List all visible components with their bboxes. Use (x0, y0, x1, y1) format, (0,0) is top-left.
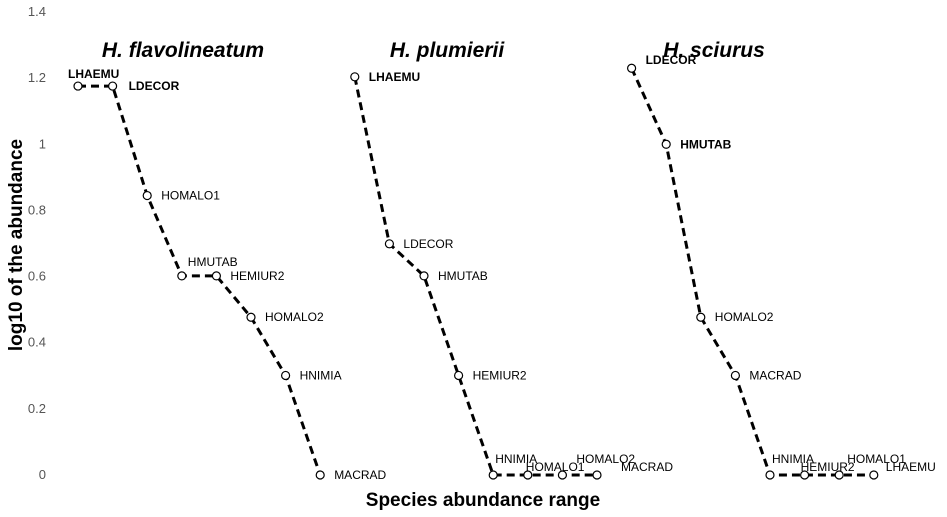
data-point (592, 470, 602, 480)
data-label: LHAEMU (369, 70, 420, 84)
data-label: MACRAD (621, 460, 673, 474)
data-point (557, 470, 568, 480)
data-point (246, 312, 256, 322)
data-point (315, 470, 325, 480)
data-point (661, 139, 671, 149)
data-label: HOMALO2 (576, 452, 635, 466)
data-point (488, 470, 498, 480)
data-point (834, 470, 844, 480)
data-label: LDECOR (646, 53, 697, 67)
data-label: HEMIUR2 (801, 460, 855, 474)
data-label: HEMIUR2 (473, 368, 527, 382)
data-label: HMUTAB (188, 255, 238, 269)
y-axis-ticks: 0 0.2 0.4 0.6 0.8 1 1.2 1.4 (28, 4, 46, 482)
y-tick-label: 1.2 (28, 70, 46, 85)
y-tick-label: 0.6 (28, 269, 46, 284)
data-point (107, 81, 118, 91)
data-label: HEMIUR2 (230, 269, 284, 283)
series-title: H. plumierii (390, 39, 506, 62)
data-label: HNIMIA (300, 368, 342, 382)
data-point (869, 470, 879, 480)
data-label: LDECOR (129, 79, 180, 93)
data-label: HMUTAB (438, 269, 488, 283)
data-label: LDECOR (403, 237, 453, 251)
data-point (454, 370, 464, 381)
data-point (384, 239, 394, 249)
data-label: HOMALO1 (847, 452, 906, 466)
data-point (142, 190, 152, 201)
data-label: LHAEMU (886, 460, 936, 474)
data-point (730, 370, 741, 381)
series-title: H. flavolineatum (102, 39, 264, 62)
data-label: MACRAD (749, 368, 801, 382)
data-point (765, 470, 775, 480)
data-label: HOMALO1 (161, 189, 220, 203)
data-point (419, 271, 429, 281)
data-point (799, 470, 810, 480)
data-label: HOMALO2 (265, 310, 324, 324)
data-point (626, 63, 637, 73)
data-point (73, 81, 83, 91)
series-lines (78, 67, 874, 477)
data-point (211, 271, 221, 281)
data-label: HMUTAB (680, 137, 731, 151)
data-label: HNIMIA (495, 452, 537, 466)
y-tick-label: 1 (39, 136, 46, 151)
data-label: LHAEMU (68, 67, 119, 81)
data-point (696, 312, 706, 322)
data-markers (73, 63, 879, 480)
data-label: HOMALO2 (715, 310, 774, 324)
series-title: H. sciurus (663, 39, 765, 62)
y-axis-label: log10 of the abundance (6, 139, 27, 351)
x-axis-label: Species abundance range (366, 490, 600, 511)
data-label: HOMALO1 (526, 460, 585, 474)
data-label: MACRAD (334, 468, 386, 482)
y-tick-label: 1.4 (28, 4, 46, 19)
data-point (177, 271, 187, 281)
y-tick-label: 0.8 (28, 202, 46, 217)
data-point (523, 470, 533, 480)
data-label: HNIMIA (772, 452, 814, 466)
series-line (630, 67, 874, 477)
data-point (281, 370, 291, 381)
point-labels: LHAEMULDECORHOMALO1HMUTABHEMIUR2HOMALO2H… (68, 53, 936, 482)
data-point (350, 72, 360, 82)
series-line (78, 84, 322, 476)
y-tick-label: 0.4 (28, 335, 46, 350)
y-tick-label: 0.2 (28, 401, 46, 416)
y-tick-label: 0 (39, 467, 46, 482)
series-titles: H. flavolineatum H. plumierii H. sciurus (102, 39, 765, 62)
